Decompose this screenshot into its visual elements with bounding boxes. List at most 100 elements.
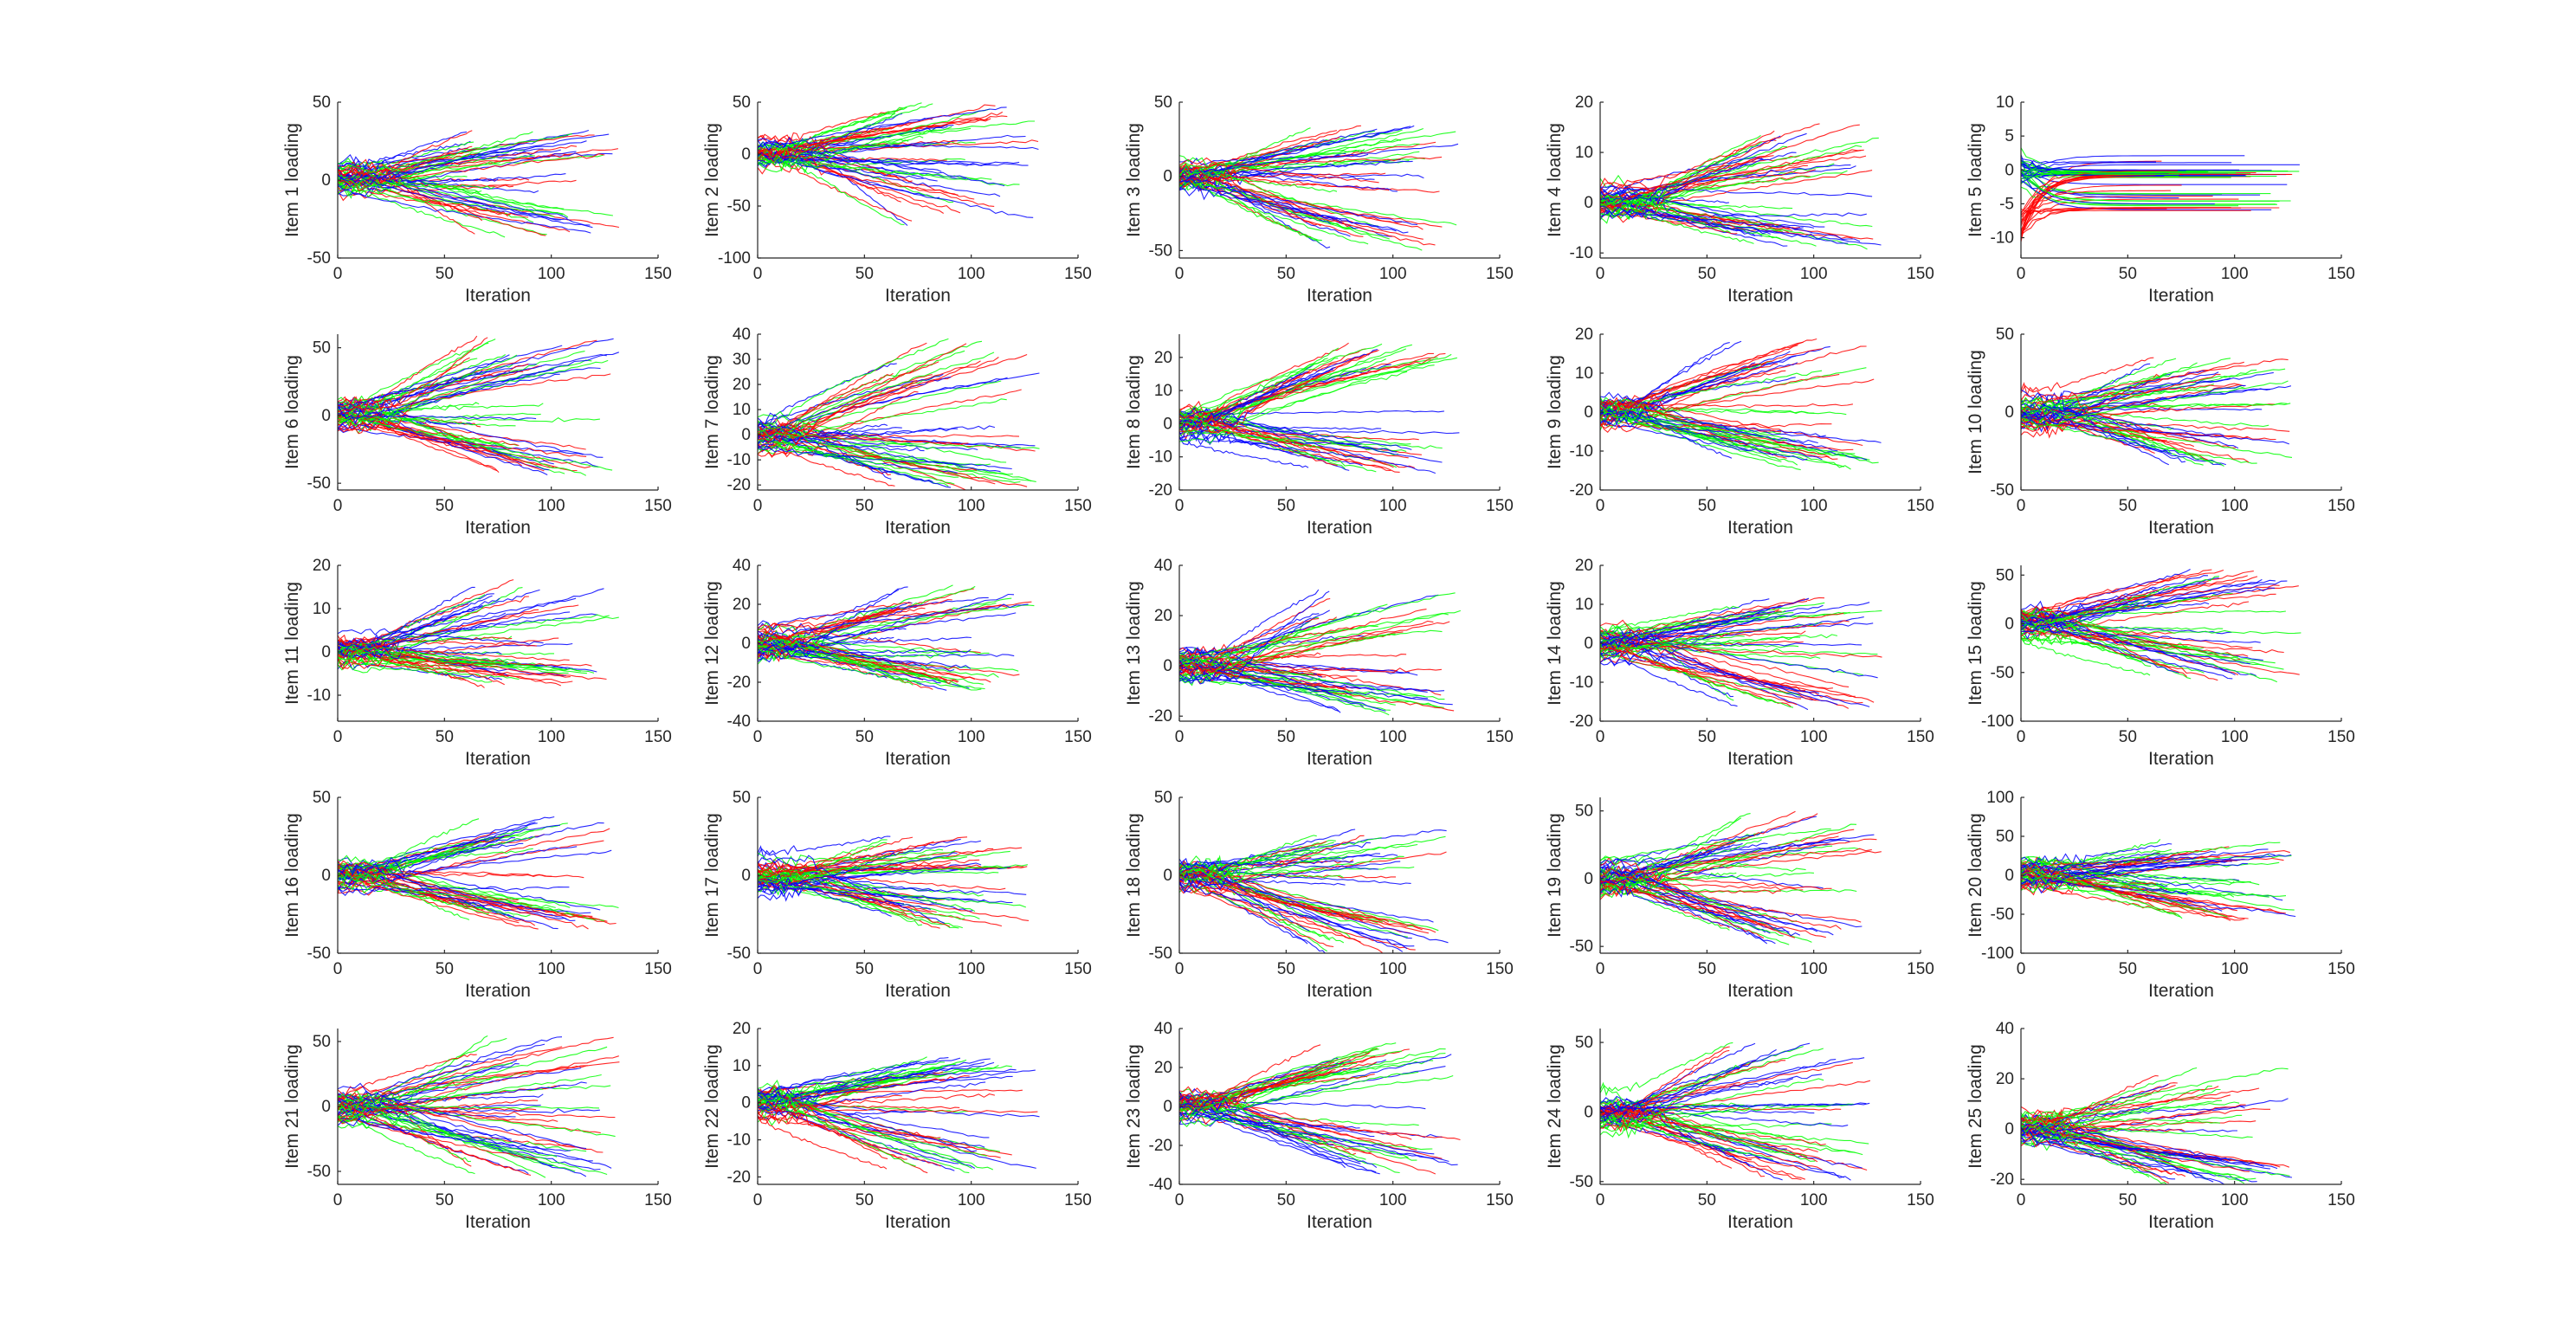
series-trace bbox=[1179, 1102, 1378, 1169]
series-trace bbox=[338, 414, 520, 447]
x-tick-label: 150 bbox=[644, 728, 672, 746]
series-trace bbox=[338, 1101, 532, 1177]
series-trace bbox=[2021, 610, 2253, 648]
series-trace bbox=[2021, 1138, 2186, 1177]
y-tick-label: 100 bbox=[1986, 789, 2014, 807]
series-trace bbox=[758, 115, 1008, 157]
series-trace bbox=[1179, 835, 1446, 884]
series-trace bbox=[2021, 587, 2276, 622]
series-trace bbox=[338, 868, 552, 878]
series-trace bbox=[2021, 865, 2188, 896]
series-trace bbox=[2021, 170, 2178, 242]
series-trace bbox=[1179, 829, 1447, 876]
x-tick-label: 150 bbox=[2327, 1191, 2355, 1209]
series-trace bbox=[1179, 413, 1377, 473]
series-trace bbox=[1179, 153, 1369, 165]
series-trace bbox=[758, 850, 956, 886]
traces bbox=[2021, 839, 2296, 921]
y-tick-label: 0 bbox=[741, 145, 751, 164]
y-tick-label: -40 bbox=[727, 713, 751, 731]
series-trace bbox=[1179, 617, 1312, 685]
series-trace bbox=[2021, 159, 2156, 166]
series-trace bbox=[1179, 172, 1386, 185]
x-tick-label: 100 bbox=[958, 497, 985, 515]
x-tick-label: 0 bbox=[1175, 728, 1185, 746]
series-trace bbox=[338, 1063, 520, 1106]
series-trace bbox=[338, 614, 610, 651]
traces bbox=[1179, 829, 1449, 953]
x-tick-label: 100 bbox=[538, 728, 565, 746]
y-tick-label: 0 bbox=[741, 635, 751, 653]
x-tick-label: 150 bbox=[2327, 265, 2355, 283]
x-axis-label: Iteration bbox=[465, 1212, 531, 1232]
series-trace bbox=[1600, 410, 1826, 437]
series-trace bbox=[338, 1054, 477, 1100]
series-trace bbox=[1600, 399, 1808, 448]
y-axis-label: Item 5 loading bbox=[1966, 123, 1985, 237]
series-trace bbox=[1600, 839, 1762, 896]
series-trace bbox=[1600, 201, 1800, 229]
series-trace bbox=[2021, 405, 2250, 463]
subplot-item-23: 0 50 100 150 -40 -20 0 20 40 Iteration Item 23 loa… bbox=[1124, 1020, 1514, 1232]
y-tick-label: -10 bbox=[1149, 448, 1172, 467]
x-tick-label: 0 bbox=[333, 497, 343, 515]
y-tick-label: -50 bbox=[1570, 938, 1593, 956]
series-trace bbox=[338, 351, 619, 431]
x-tick-label: 50 bbox=[436, 265, 454, 283]
series-trace bbox=[1179, 876, 1434, 923]
subplot-item-2: 0 50 100 150 -100 -50 0 50 Iteration Item 2 loadi… bbox=[702, 94, 1092, 306]
series-trace bbox=[338, 1036, 614, 1107]
y-tick-label: -40 bbox=[1149, 1176, 1172, 1194]
series-trace bbox=[2021, 170, 2271, 195]
x-tick-label: 150 bbox=[1486, 960, 1514, 978]
series-trace bbox=[338, 835, 536, 873]
series-trace bbox=[758, 861, 982, 871]
series-trace bbox=[338, 639, 505, 686]
subplot-item-8: 0 50 100 150 -20 -10 0 10 20 Iteration Item 8 load… bbox=[1124, 334, 1514, 538]
x-tick-label: 50 bbox=[1277, 265, 1295, 283]
series-trace bbox=[1600, 635, 1801, 658]
x-tick-label: 0 bbox=[333, 1191, 343, 1209]
series-trace bbox=[338, 653, 592, 668]
traces bbox=[758, 102, 1039, 226]
series-trace bbox=[2021, 1114, 2243, 1146]
x-axis-label: Iteration bbox=[465, 981, 531, 1001]
series-trace bbox=[1179, 422, 1419, 441]
series-trace bbox=[758, 867, 1012, 889]
series-trace bbox=[338, 184, 591, 234]
series-trace bbox=[1179, 357, 1438, 416]
series-trace bbox=[2021, 184, 2182, 235]
series-trace bbox=[758, 1068, 1017, 1095]
x-tick-label: 0 bbox=[2017, 497, 2026, 515]
series-trace bbox=[758, 593, 1015, 660]
series-trace bbox=[1600, 632, 1731, 658]
series-trace bbox=[2021, 1093, 2152, 1133]
x-tick-label: 150 bbox=[1907, 960, 1934, 978]
y-tick-label: -20 bbox=[1991, 1171, 2014, 1189]
y-tick-label: 0 bbox=[741, 1094, 751, 1112]
series-trace bbox=[758, 1098, 994, 1171]
series-trace bbox=[2021, 576, 2219, 628]
x-tick-label: 0 bbox=[753, 960, 763, 978]
x-tick-label: 50 bbox=[855, 728, 874, 746]
series-trace bbox=[1179, 405, 1400, 473]
series-trace bbox=[758, 1087, 1023, 1099]
series-trace bbox=[1600, 598, 1770, 657]
y-tick-label: -20 bbox=[727, 476, 751, 494]
x-tick-label: 150 bbox=[644, 265, 672, 283]
y-axis-label: Item 2 loading bbox=[702, 123, 722, 237]
series-trace bbox=[1179, 1071, 1419, 1117]
y-tick-label: 0 bbox=[1163, 168, 1172, 186]
series-trace bbox=[758, 648, 939, 660]
series-trace bbox=[2021, 207, 2280, 233]
series-trace bbox=[2021, 873, 2296, 918]
series-trace bbox=[758, 1069, 907, 1111]
series-trace bbox=[2021, 629, 2284, 654]
series-trace bbox=[1179, 1061, 1346, 1127]
series-trace bbox=[1600, 152, 1797, 202]
